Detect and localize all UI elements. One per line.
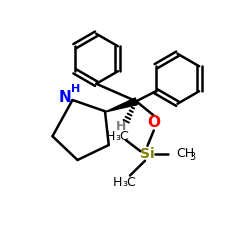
- Text: 3: 3: [189, 152, 196, 162]
- Text: ₃C: ₃C: [122, 176, 136, 189]
- Text: O: O: [147, 115, 160, 130]
- Text: H: H: [106, 130, 115, 143]
- Text: H: H: [113, 176, 122, 189]
- Text: H: H: [71, 84, 80, 94]
- Polygon shape: [105, 98, 137, 112]
- Text: CH: CH: [176, 147, 195, 160]
- Text: N: N: [58, 90, 71, 105]
- Text: Si: Si: [140, 147, 155, 161]
- Text: ₃C: ₃C: [115, 130, 129, 143]
- Text: H: H: [116, 120, 126, 133]
